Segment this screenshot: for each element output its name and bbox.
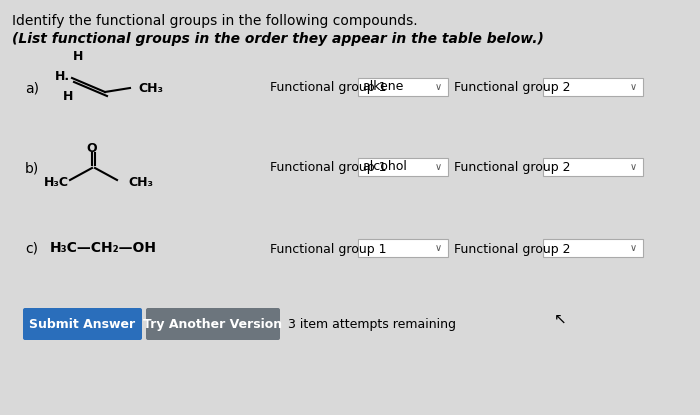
Text: O: O (87, 142, 97, 154)
FancyBboxPatch shape (23, 308, 142, 340)
Text: H₃C—CH₂—OH: H₃C—CH₂—OH (50, 241, 157, 255)
Text: (List functional groups in the order they appear in the table below.): (List functional groups in the order the… (12, 32, 544, 46)
Text: Functional group 1: Functional group 1 (270, 242, 386, 256)
Text: Identify the functional groups in the following compounds.: Identify the functional groups in the fo… (12, 14, 418, 28)
FancyBboxPatch shape (146, 308, 280, 340)
Text: CH₃: CH₃ (138, 81, 163, 95)
FancyBboxPatch shape (358, 158, 448, 176)
Text: Functional group 1: Functional group 1 (270, 161, 386, 174)
Text: ∨: ∨ (629, 162, 636, 172)
Text: ↖: ↖ (554, 312, 566, 327)
FancyBboxPatch shape (543, 78, 643, 96)
Text: ∨: ∨ (629, 82, 636, 92)
Text: H: H (73, 51, 83, 63)
Text: Functional group 2: Functional group 2 (454, 161, 570, 174)
Text: b): b) (25, 161, 39, 175)
Text: a): a) (25, 81, 39, 95)
FancyBboxPatch shape (358, 239, 448, 257)
Text: ∨: ∨ (435, 162, 442, 172)
Text: Functional group 2: Functional group 2 (454, 242, 570, 256)
Text: ∨: ∨ (435, 82, 442, 92)
Text: ∨: ∨ (629, 243, 636, 253)
Text: c): c) (25, 241, 38, 255)
Text: Try Another Version: Try Another Version (144, 317, 283, 330)
FancyBboxPatch shape (358, 78, 448, 96)
FancyBboxPatch shape (543, 239, 643, 257)
Text: Functional group 1: Functional group 1 (270, 81, 386, 95)
Text: H₃C: H₃C (43, 176, 69, 190)
Text: Functional group 2: Functional group 2 (454, 81, 570, 95)
Text: Submit Answer: Submit Answer (29, 317, 136, 330)
Text: ∨: ∨ (435, 243, 442, 253)
Text: 3 item attempts remaining: 3 item attempts remaining (288, 317, 456, 330)
Text: H: H (63, 90, 74, 103)
Text: CH₃: CH₃ (128, 176, 153, 190)
Text: alcohol: alcohol (362, 161, 407, 173)
Text: H.: H. (55, 69, 69, 83)
Text: alkene: alkene (362, 81, 403, 93)
FancyBboxPatch shape (543, 158, 643, 176)
